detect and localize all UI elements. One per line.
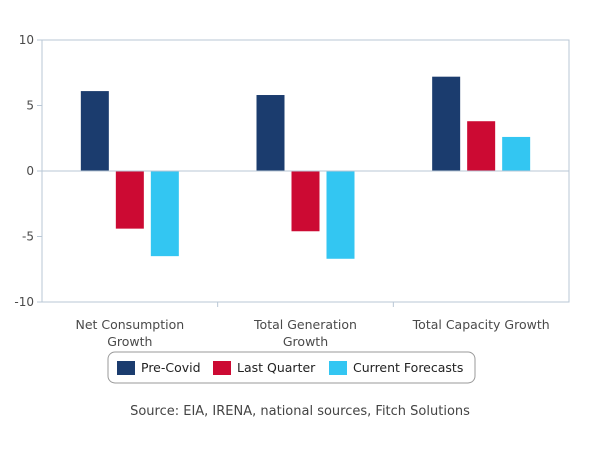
bar (502, 136, 531, 171)
plot-area: 10 5 0 -5 -10 Net Consumption Growth Total Gene… (14, 33, 570, 349)
bar (256, 95, 285, 171)
category-label: Net Consumption (75, 317, 184, 332)
bar (115, 171, 144, 229)
source-note: Source: EIA, IRENA, national sources, Fi… (130, 404, 470, 419)
category-label: Growth (283, 334, 328, 349)
y-tick-label: 5 (26, 99, 34, 113)
bar (326, 171, 355, 259)
bar (150, 171, 179, 257)
bar (467, 121, 496, 171)
legend-label: Pre-Covid (141, 360, 201, 375)
legend-swatch (117, 361, 135, 375)
legend-box (107, 351, 476, 384)
bar (291, 171, 320, 232)
y-tick-label: 0 (26, 164, 34, 178)
legend-label: Current Forecasts (353, 360, 463, 375)
legend: Pre-Covid Last Quarter Current Forecasts (107, 351, 476, 384)
legend-label: Last Quarter (237, 360, 316, 375)
y-tick-label: -5 (22, 230, 34, 244)
y-tick-label: 10 (19, 33, 34, 47)
category-label: Growth (107, 334, 152, 349)
y-tick-label: -10 (14, 295, 34, 309)
bar (80, 91, 109, 171)
category-label: Total Generation (253, 317, 357, 332)
category-label: Total Capacity Growth (412, 317, 550, 332)
legend-swatch (329, 361, 347, 375)
bar (432, 76, 461, 171)
legend-swatch (213, 361, 231, 375)
